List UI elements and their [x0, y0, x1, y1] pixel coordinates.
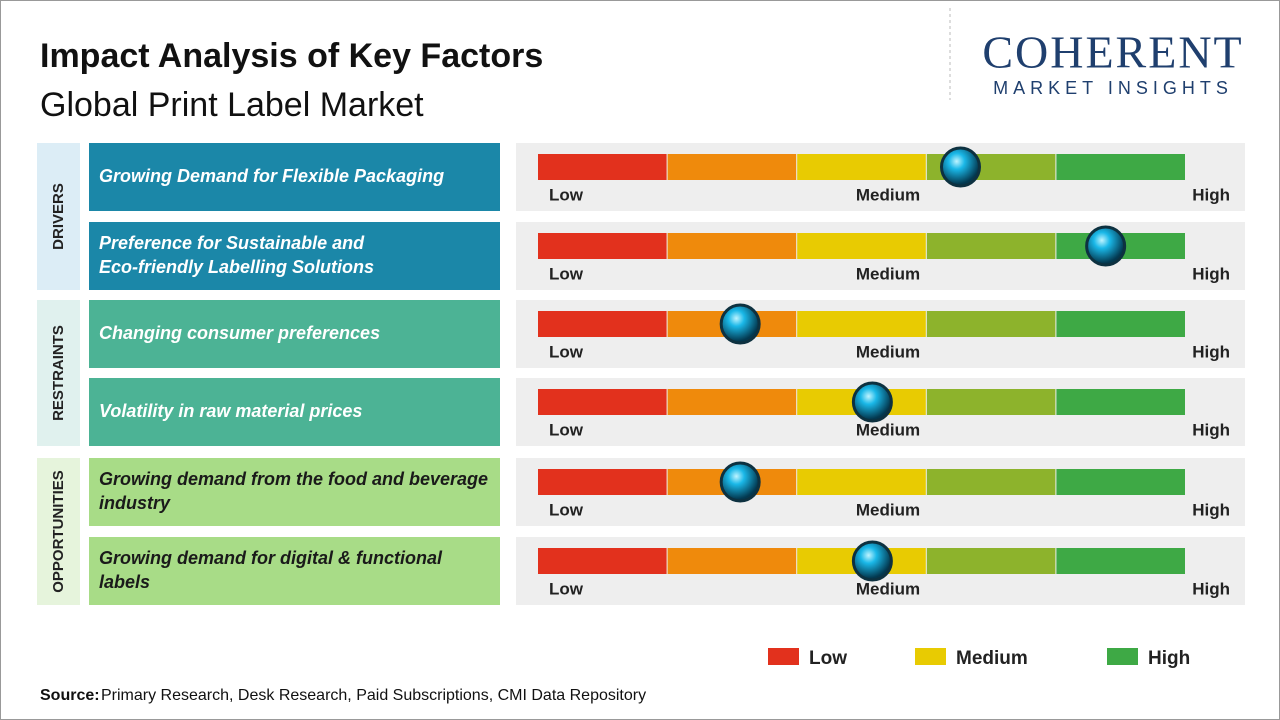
scale-medium: Medium	[856, 342, 920, 361]
gauge-segment	[538, 233, 667, 259]
scale-low: Low	[549, 500, 584, 519]
gauge-segment	[797, 154, 926, 180]
scale-low: Low	[549, 264, 584, 283]
source-text: Primary Research, Desk Research, Paid Su…	[101, 687, 646, 704]
impact-knob	[851, 381, 893, 423]
factor-text: Volatility in raw material prices	[99, 401, 362, 421]
scale-low: Low	[549, 579, 584, 598]
group-label: RESTRAINTS	[50, 325, 67, 421]
gauge-segment	[926, 233, 1056, 259]
factor-box	[89, 300, 500, 368]
factor-text: Growing demand for digital & functional l…	[99, 548, 443, 592]
gauge-segment	[538, 469, 667, 495]
subtitle: Global Print Label Market	[40, 86, 424, 124]
group-panel	[37, 458, 80, 605]
gauge-segment	[797, 233, 926, 259]
scale-high: High	[1192, 579, 1230, 598]
impact-knob	[719, 461, 761, 503]
gauge-segment	[667, 233, 797, 259]
group-panel	[37, 143, 80, 290]
gauge-segment	[538, 311, 667, 337]
gauge-segment	[1056, 154, 1185, 180]
scale-medium: Medium	[856, 264, 920, 283]
factor-text: Changing consumer preferences	[99, 323, 380, 343]
gauge-segment	[1056, 311, 1185, 337]
factor-text: Growing Demand for Flexible Packaging	[99, 166, 444, 186]
legend-swatch	[768, 648, 799, 665]
group-label: OPPORTUNITIES	[50, 470, 67, 593]
gauge-segment	[797, 469, 926, 495]
scale-medium: Medium	[856, 420, 920, 439]
gauge-segment	[1056, 389, 1185, 415]
impact-knob	[851, 540, 893, 582]
group-label: DRIVERS	[50, 183, 67, 250]
logo-tagline: MARKET INSIGHTS	[993, 78, 1233, 98]
legend-label: Low	[809, 648, 847, 669]
gauge-segment	[797, 311, 926, 337]
gauge-segment	[667, 154, 797, 180]
scale-high: High	[1192, 500, 1230, 519]
gauge-segment	[667, 389, 797, 415]
gauge-segment	[926, 311, 1056, 337]
logo-brand: COHERENT	[982, 27, 1243, 78]
factor-box	[89, 222, 500, 290]
group-panel	[37, 300, 80, 446]
scale-high: High	[1192, 420, 1230, 439]
gauge-segment	[538, 548, 667, 574]
factor-box	[89, 378, 500, 446]
factor-box	[89, 143, 500, 211]
scale-medium: Medium	[856, 185, 920, 204]
scale-medium: Medium	[856, 579, 920, 598]
scale-low: Low	[549, 185, 584, 204]
factor-box	[89, 537, 500, 605]
scale-high: High	[1192, 342, 1230, 361]
gauge-segment	[1056, 469, 1185, 495]
scale-high: High	[1192, 264, 1230, 283]
gauge-segment	[926, 389, 1056, 415]
legend-swatch	[1107, 648, 1138, 665]
impact-knob	[719, 303, 761, 345]
legend-label: Medium	[956, 648, 1028, 669]
gauge-segment	[926, 469, 1056, 495]
scale-low: Low	[549, 420, 584, 439]
factor-box	[89, 458, 500, 526]
scale-high: High	[1192, 185, 1230, 204]
factor-text: Preference for Sustainable and Eco-friend…	[99, 233, 374, 277]
gauge-segment	[667, 548, 797, 574]
factor-text: Growing demand from the food and beverag…	[99, 469, 488, 513]
scale-low: Low	[549, 342, 584, 361]
legend-swatch	[915, 648, 946, 665]
gauge-segment	[1056, 548, 1185, 574]
gauge-segment	[926, 548, 1056, 574]
scale-medium: Medium	[856, 500, 920, 519]
gauge-segment	[538, 154, 667, 180]
legend-label: High	[1148, 648, 1190, 669]
gauge-segment	[538, 389, 667, 415]
impact-knob	[939, 146, 981, 188]
title: Impact Analysis of Key Factors	[40, 37, 543, 75]
source-label: Source:	[40, 687, 100, 704]
impact-knob	[1085, 225, 1127, 267]
